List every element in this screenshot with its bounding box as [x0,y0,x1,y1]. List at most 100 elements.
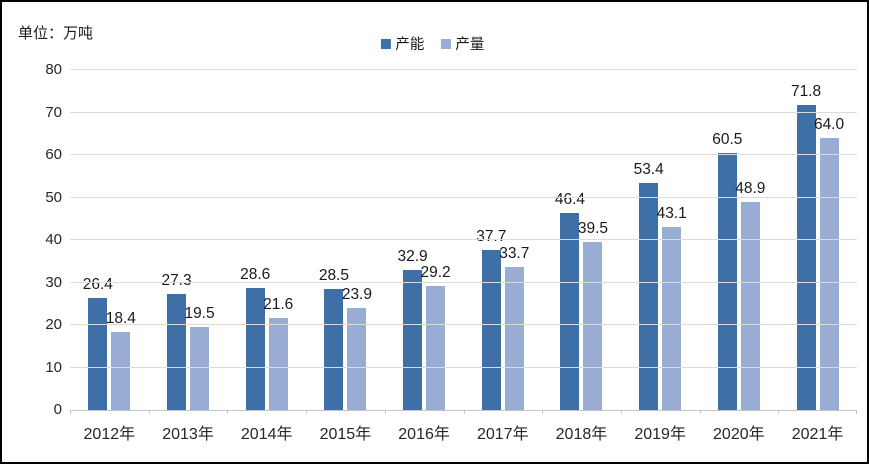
legend-label: 产量 [455,37,485,53]
bar-产能: 46.4 [555,191,585,410]
x-axis-tick [306,410,308,414]
value-label: 29.2 [420,263,451,281]
y-axis-tick-label: 50 [45,188,62,206]
gridline [70,154,857,155]
x-axis-tick-label: 2014年 [240,426,293,443]
bar-产量: 29.2 [421,264,451,410]
value-label: 64.0 [813,116,845,133]
category-group: 28.6 21.6 [227,70,306,410]
bar-产能: 28.5 [319,267,349,410]
value-label: 19.5 [184,305,215,323]
unit-label: 单位：万吨 [18,25,94,42]
y-axis-tick-label: 80 [45,61,62,78]
value-label: 27.3 [161,271,192,289]
gridline [70,281,857,283]
gridline [70,111,857,113]
x-axis-tick-label: 2019年 [634,426,686,443]
x-axis-tick-label: 2016年 [398,426,450,443]
gridline [70,69,857,70]
gridline [70,324,857,325]
category-group: 37.7 33.7 [463,70,542,410]
category-group: 32.9 29.2 [385,70,464,410]
x-axis-tick [856,410,857,414]
bar-产量: 48.9 [735,180,765,410]
plot-area: 26.4 18.4 27.3 19.5 28.6 21.6 28.5 23.9 32.9 29.2… [45,61,857,443]
value-label: 28.6 [240,266,271,284]
gridline [70,196,857,198]
x-axis-tick [778,410,780,414]
x-axis-tick-label: 2017年 [476,426,529,443]
bars-container: 26.4 18.4 27.3 19.5 28.6 21.6 28.5 23.9 32.9 29.2… [70,70,857,410]
x-axis-tick [227,410,229,414]
bar-产量: 33.7 [499,245,529,410]
value-label: 37.7 [476,227,507,245]
legend-label: 产能 [395,37,425,53]
bar-产能: 28.6 [240,266,270,410]
x-axis-tick [699,410,701,414]
y-axis-tick-label: 40 [45,231,62,248]
x-axis-tick [620,410,622,414]
x-axis-tick [148,410,150,414]
x-axis-tick-label: 2013年 [162,426,214,443]
x-axis-tick-label: 2021年 [791,426,844,443]
x-axis-tick-label: 2012年 [83,426,136,443]
value-label: 26.4 [82,275,113,293]
x-axis-tick-label: 2018年 [555,426,608,443]
value-label: 23.9 [341,286,372,304]
bar-产量: 19.5 [184,305,215,410]
category-group: 46.4 39.5 [542,70,621,410]
x-axis-tick [384,410,386,414]
value-label: 46.4 [554,190,586,208]
x-axis-tick-label: 2015年 [319,426,372,443]
y-axis-tick-label: 0 [53,401,62,418]
y-axis-tick-label: 10 [45,358,62,376]
bar-产能: 53.4 [634,161,664,410]
value-label: 43.1 [656,204,687,222]
x-axis-tick [542,410,544,414]
value-label: 53.4 [633,161,664,179]
category-group: 26.4 18.4 [70,70,149,410]
gridline [70,366,857,368]
bar-产量: 18.4 [106,310,136,410]
x-axis-tick-label: 2020年 [713,426,765,443]
bar-产能: 26.4 [83,276,113,410]
bar-产能: 32.9 [398,248,428,410]
legend-marker-icon [380,38,391,49]
bar-产量: 23.9 [342,286,372,410]
y-axis-tick-label: 30 [45,273,62,291]
x-axis-labels: 2012年 2013年 2014年 2015年 2016年 2017年 2018年 2019年… [70,420,857,444]
value-label: 28.5 [318,266,349,284]
category-group: 60.5 48.9 [700,70,779,410]
value-label: 60.5 [712,130,743,148]
bar-产能: 60.5 [712,131,742,410]
value-label: 21.6 [263,296,294,314]
gridline [70,239,857,240]
value-label: 32.9 [397,248,428,266]
category-group: 53.4 43.1 [621,70,700,410]
legend-marker-icon [440,38,451,49]
category-group: 27.3 19.5 [149,70,228,410]
y-axis-tick-label: 70 [45,103,62,121]
bar-产量: 43.1 [657,205,687,410]
x-axis-tick [463,410,465,414]
value-label: 71.8 [790,82,822,100]
bar-产量: 39.5 [578,220,608,410]
bar-产能: 37.7 [476,228,506,410]
category-group: 28.5 23.9 [306,70,385,410]
bar-产量: 64.0 [814,116,844,410]
category-group: 71.8 64.0 [778,70,857,410]
value-label: 39.5 [577,220,609,238]
value-label: 33.7 [499,244,530,262]
bar-产量: 21.6 [263,296,293,410]
value-label: 18.4 [105,309,136,327]
legend: 产能 产量 [380,33,484,54]
y-axis-tick-label: 60 [45,146,62,163]
value-label: 48.9 [735,180,766,198]
legend-item: 产量 [440,33,484,54]
bar-产能: 71.8 [791,83,821,410]
y-axis-tick-label: 20 [45,316,62,333]
x-axis-tick [70,410,71,414]
bar-产能: 27.3 [161,272,192,410]
legend-item: 产能 [380,33,424,54]
